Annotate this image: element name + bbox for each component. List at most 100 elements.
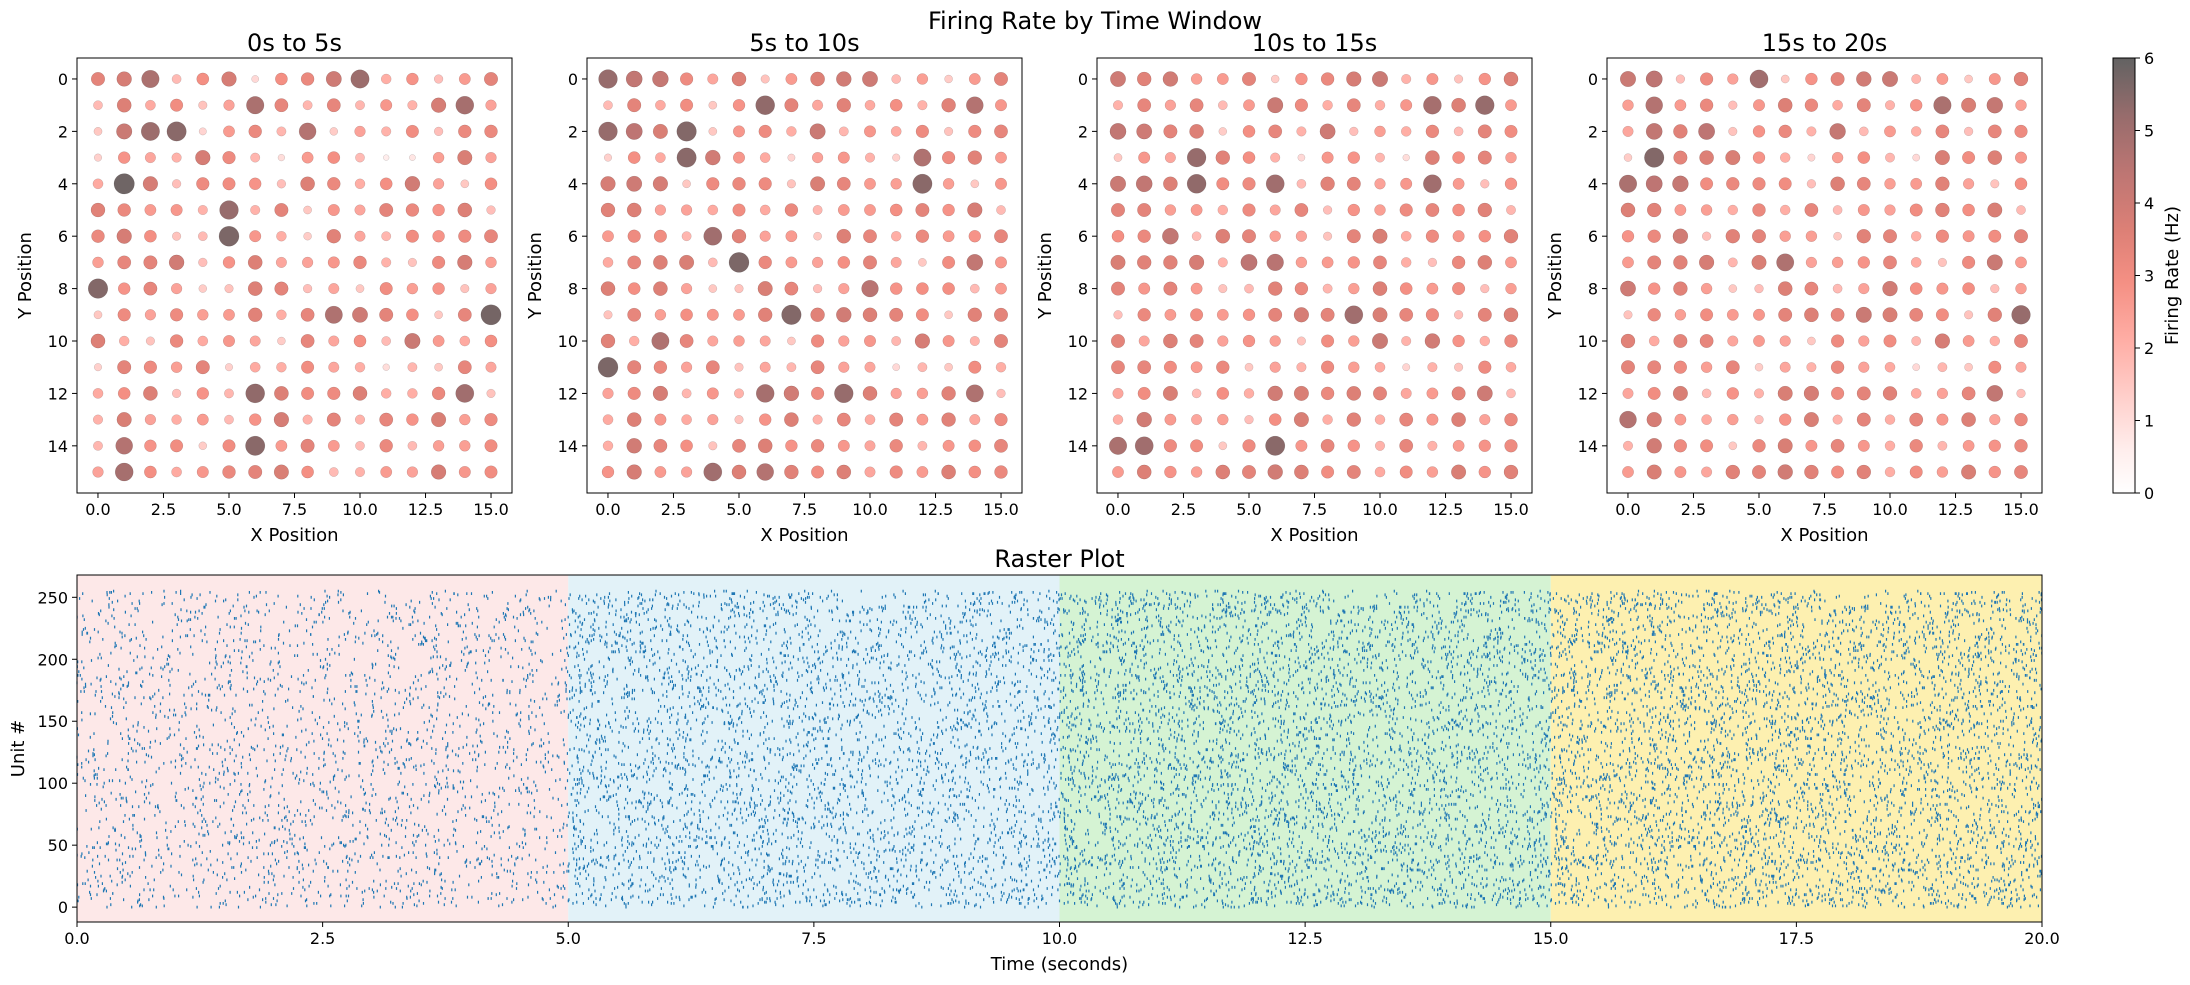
rate-point xyxy=(1700,282,1713,295)
rate-point xyxy=(1477,124,1492,139)
rate-point xyxy=(350,69,370,89)
rate-point xyxy=(1451,97,1466,113)
rate-point xyxy=(246,96,265,115)
rate-point xyxy=(1269,335,1281,347)
rate-point xyxy=(1673,281,1688,296)
rate-point xyxy=(92,178,104,190)
rate-point xyxy=(784,412,799,427)
rate-point xyxy=(1293,412,1309,428)
rate-point xyxy=(863,255,878,270)
rate-point xyxy=(1912,153,1920,162)
rate-point xyxy=(301,360,315,374)
rate-point xyxy=(168,254,185,271)
rate-point xyxy=(917,100,928,111)
rate-point xyxy=(1777,385,1793,401)
rate-point xyxy=(1622,440,1633,451)
rate-point xyxy=(597,357,619,378)
rate-point xyxy=(1909,412,1924,427)
rate-point xyxy=(1189,98,1204,113)
rate-point xyxy=(864,204,876,216)
panel-title: 5s to 10s xyxy=(749,29,859,57)
rate-point xyxy=(787,336,796,346)
rate-point xyxy=(679,72,694,86)
rate-point xyxy=(196,387,210,400)
x-tick-label: 7.5 xyxy=(282,500,307,519)
rate-point xyxy=(302,414,313,425)
rate-point xyxy=(1726,387,1740,400)
rate-point xyxy=(679,334,694,348)
rate-point xyxy=(1727,73,1739,85)
rate-point xyxy=(969,414,981,426)
rate-point xyxy=(485,283,497,295)
rate-point xyxy=(1480,284,1490,294)
y-tick-label: 2 xyxy=(1588,122,1598,141)
rate-point xyxy=(1320,72,1335,86)
rate-point xyxy=(405,229,419,243)
y-tick-label: 6 xyxy=(1588,227,1598,246)
rate-point xyxy=(197,335,209,347)
rate-point xyxy=(1727,204,1739,216)
rate-point xyxy=(1163,124,1178,139)
rate-point xyxy=(995,99,1008,112)
rate-point xyxy=(1478,229,1492,243)
y-tick-label: 4 xyxy=(1078,175,1088,194)
rate-point xyxy=(196,177,210,191)
rate-point xyxy=(1699,150,1714,165)
rate-point xyxy=(1270,152,1281,163)
rate-point xyxy=(1451,464,1467,480)
rate-point xyxy=(1265,435,1286,456)
rate-point xyxy=(758,124,772,138)
rate-point xyxy=(1243,99,1255,112)
rate-point xyxy=(1190,73,1203,85)
rate-point xyxy=(1754,415,1764,425)
rate-point xyxy=(705,360,720,375)
rate-point xyxy=(1962,230,1975,243)
rate-map-markers xyxy=(597,69,1009,482)
rate-point xyxy=(93,440,103,451)
rate-point xyxy=(1503,228,1519,244)
rate-point xyxy=(354,230,366,242)
rate-point xyxy=(224,414,234,425)
rate-point xyxy=(143,386,158,401)
rate-point xyxy=(196,466,209,479)
rate-point xyxy=(1162,227,1179,245)
rate-point xyxy=(653,438,668,453)
rate-point xyxy=(1400,230,1412,242)
rate-point xyxy=(1672,175,1689,193)
rate-point xyxy=(733,335,745,347)
rate-point xyxy=(1269,204,1281,216)
rate-point xyxy=(1699,334,1714,348)
rate-point xyxy=(1909,203,1923,217)
rate-point xyxy=(1830,386,1845,401)
rate-point xyxy=(434,126,444,136)
colorbar-tick-label: 4 xyxy=(2144,194,2154,213)
rate-point xyxy=(245,435,266,456)
rate-point xyxy=(1986,96,2004,114)
rate-point xyxy=(1856,228,1872,244)
rate-point xyxy=(1111,229,1125,243)
y-tick-label: 250 xyxy=(37,588,68,607)
rate-point xyxy=(1191,414,1203,426)
rate-point xyxy=(1110,281,1125,296)
rate-point xyxy=(913,148,932,167)
rate-point xyxy=(1374,466,1386,478)
rate-point xyxy=(890,178,902,190)
rate-point xyxy=(916,413,929,426)
rate-point xyxy=(967,150,982,165)
y-tick-label: 200 xyxy=(37,650,68,669)
y-tick-label: 10 xyxy=(1068,332,1088,351)
rate-point xyxy=(1454,74,1464,84)
rate-point xyxy=(1373,255,1387,270)
rate-point xyxy=(171,74,182,84)
rate-point xyxy=(1752,125,1766,138)
rate-point xyxy=(1136,123,1153,140)
rate-point xyxy=(1215,228,1231,244)
x-tick-label: 20.0 xyxy=(2024,929,2060,948)
rate-point xyxy=(1506,205,1516,215)
rate-point xyxy=(967,307,982,322)
rate-point xyxy=(434,74,444,84)
rate-point xyxy=(198,100,208,110)
rate-point xyxy=(2014,124,2028,138)
rate-point xyxy=(1320,307,1335,322)
